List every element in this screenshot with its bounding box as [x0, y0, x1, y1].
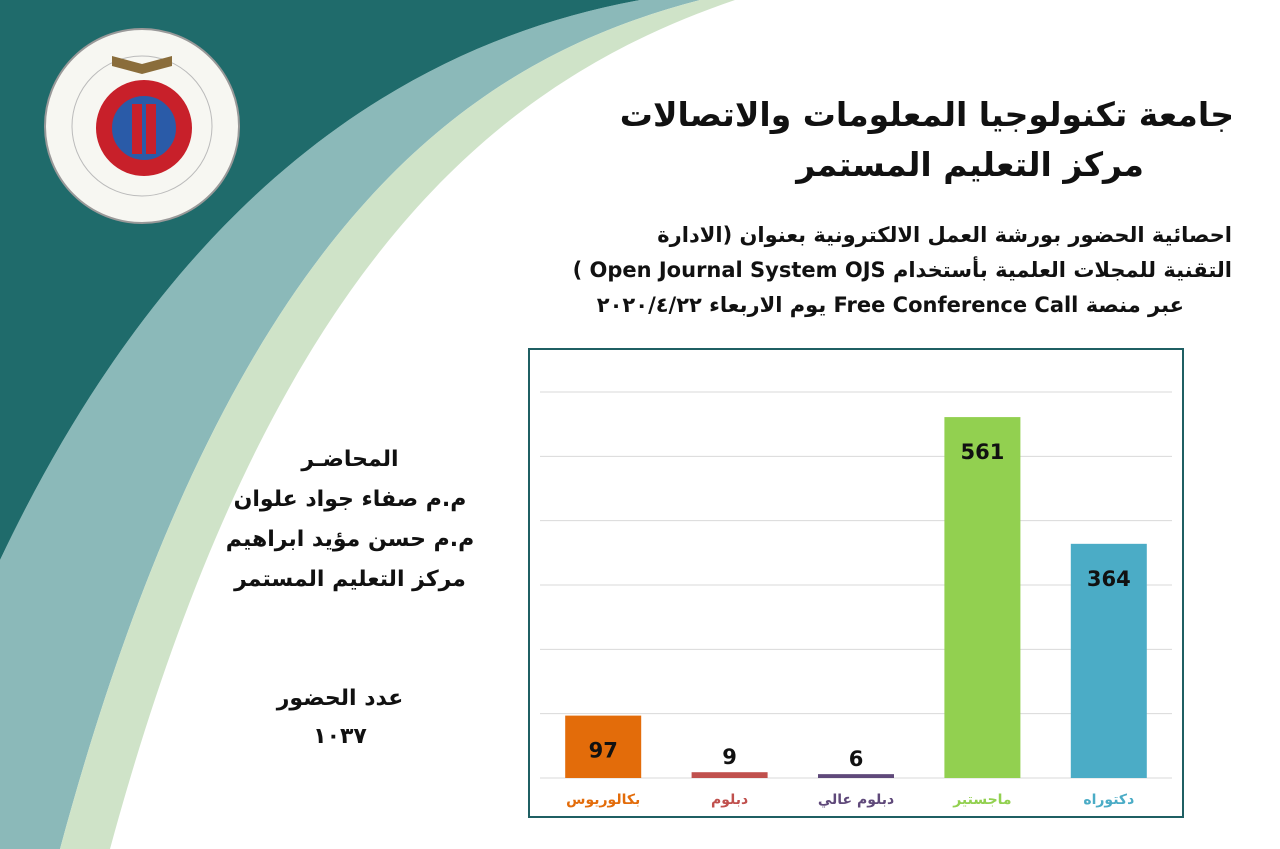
university-logo	[42, 26, 242, 226]
book-icon	[112, 56, 172, 74]
page-heading: جامعة تكنولوجيا المعلومات والاتصالات مرك…	[474, 90, 1234, 190]
data-label: 561	[960, 440, 1004, 464]
lecturer-name-2: م.م حسن مؤيد ابراهيم	[225, 527, 475, 552]
data-label: 6	[849, 747, 864, 771]
bar-chart: 97 بكالوريوس 9 دبلوم 6 دبلوم عالي 561 ماجستير 36…	[528, 348, 1184, 818]
workshop-subtitle: احصائية الحضور بورشة العمل الالكترونية ب…	[412, 218, 1232, 323]
center-name: مركز التعليم المستمر	[796, 145, 1144, 184]
bar	[565, 715, 642, 778]
data-label: 9	[722, 745, 737, 769]
bar	[818, 774, 894, 778]
lecturer-center: مركز التعليم المستمر	[234, 567, 466, 592]
subtitle-line-2: التقنية للمجلات العلمية بأستخدام Open Jo…	[572, 258, 1232, 282]
lecturer-name-1: م.م صفاء جواد علوان	[233, 487, 467, 512]
subtitle-line-3: عبر منصة Free Conference Call يوم الاربع…	[596, 293, 1184, 317]
category-label: دبلوم	[711, 792, 748, 808]
attendance-block: عدد الحضور ١٠٣٧	[240, 680, 440, 756]
category-label: دكتوراه	[1083, 792, 1134, 808]
category-label: دبلوم عالي	[818, 792, 894, 808]
subtitle-line-1: احصائية الحضور بورشة العمل الالكترونية ب…	[657, 223, 1232, 247]
bar	[691, 772, 768, 778]
lecturers-block: المحاضـر م.م صفاء جواد علوان م.م حسن مؤي…	[200, 440, 500, 600]
chart-svg: 97 بكالوريوس 9 دبلوم 6 دبلوم عالي 561 ماجستير 36…	[540, 391, 1172, 808]
bar	[1070, 543, 1147, 778]
bar	[944, 417, 1021, 778]
lecturer-title: المحاضـر	[301, 447, 399, 472]
attendance-total: ١٠٣٧	[313, 724, 367, 749]
university-name: جامعة تكنولوجيا المعلومات والاتصالات	[619, 95, 1234, 134]
category-label: ماجستير	[952, 792, 1011, 808]
green-band	[60, 0, 735, 849]
attendance-label: عدد الحضور	[276, 686, 404, 711]
data-label: 97	[589, 739, 618, 763]
teal-band-light	[0, 0, 700, 849]
category-label: بكالوريوس	[566, 792, 640, 808]
data-label: 364	[1087, 567, 1131, 591]
